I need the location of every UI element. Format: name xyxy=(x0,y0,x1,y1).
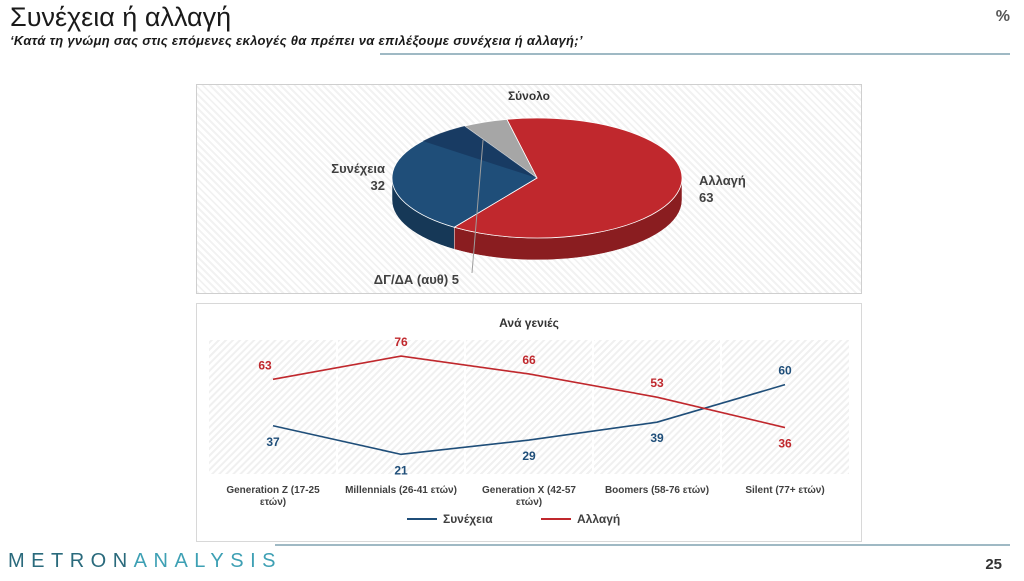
data-label-allagi-0: 63 xyxy=(258,358,272,372)
data-label-allagi-4: 36 xyxy=(778,437,792,451)
data-label-synecheia-2: 29 xyxy=(522,449,536,463)
data-label-synecheia-1: 21 xyxy=(394,463,408,477)
data-label-allagi-1: 76 xyxy=(394,335,408,349)
pie-label-synecheia-line-0: Συνέχεια xyxy=(331,161,385,176)
category-label-4-0: Silent (77+ ετών) xyxy=(745,485,824,496)
page-title: Συνέχεια ή αλλαγή xyxy=(10,2,232,32)
pie-slice-dk xyxy=(463,118,538,179)
pie-chart-title: Σύνολο xyxy=(507,89,551,103)
pie-chart: Αλλαγή 63 Συνέχεια 32 ΔΓ/ΔΑ (αυθ) 5 xyxy=(331,117,746,287)
category-label-2-1: ετών) xyxy=(516,497,542,508)
category-label-3-0: Boomers (58-76 ετών) xyxy=(605,485,709,496)
data-label-synecheia-4: 60 xyxy=(778,364,792,378)
logo-text-analysis: ANALYSIS xyxy=(133,550,283,572)
pie-label-allagi-line-1: 63 xyxy=(699,190,713,205)
series-line-allagi xyxy=(272,355,786,429)
pie-label-dk: ΔΓ/ΔΑ (αυθ) 5 xyxy=(374,272,459,287)
legend-label-allagi: Αλλαγή xyxy=(577,512,620,526)
legend-label-synecheia: Συνέχεια xyxy=(443,512,493,526)
page-subtitle: ‘Κατά τη γνώμη σας στις επόμενες εκλογές… xyxy=(10,33,583,48)
unit-label: % xyxy=(995,8,1010,25)
pie-slice-allagi xyxy=(453,117,683,239)
data-label-synecheia-3: 39 xyxy=(650,431,664,445)
pie-label-synecheia-line-1: 32 xyxy=(371,178,385,193)
pie-slice-synecheia-shade xyxy=(422,126,537,178)
data-label-synecheia-0: 37 xyxy=(266,435,280,449)
data-label-allagi-2: 66 xyxy=(522,353,536,367)
line-chart-panel: Ανά γενιές 37 21 29 39 60 63 76 66 53 36 Generatio… xyxy=(196,303,862,542)
category-label-1-0: Millennials (26-41 ετών) xyxy=(345,485,457,496)
footer-divider xyxy=(275,544,1010,546)
metron-analysis-logo: METRONANALYSIS xyxy=(8,550,282,573)
data-label-allagi-3: 53 xyxy=(650,376,664,390)
header-divider xyxy=(380,53,1010,55)
category-label-2-0: Generation X (42-57 xyxy=(482,485,576,496)
page-number: 25 xyxy=(985,556,1002,573)
line-plot-hatch xyxy=(209,340,849,474)
logo-text-metron: METRON xyxy=(8,550,134,572)
line-chart-title: Ανά γενιές xyxy=(499,316,559,330)
series-line-synecheia xyxy=(272,383,786,456)
category-label-0-0: Generation Z (17-25 xyxy=(226,485,320,496)
pie-label-dk-leader xyxy=(471,139,484,274)
pie-chart-panel: Σύνολο Αλλαγή 63 Συνέχεια 32 ΔΓ/ΔΑ (αυθ) 5 xyxy=(196,84,862,294)
category-label-0-1: ετών) xyxy=(260,497,286,508)
pie-label-allagi-line-0: Αλλαγή xyxy=(699,173,746,188)
